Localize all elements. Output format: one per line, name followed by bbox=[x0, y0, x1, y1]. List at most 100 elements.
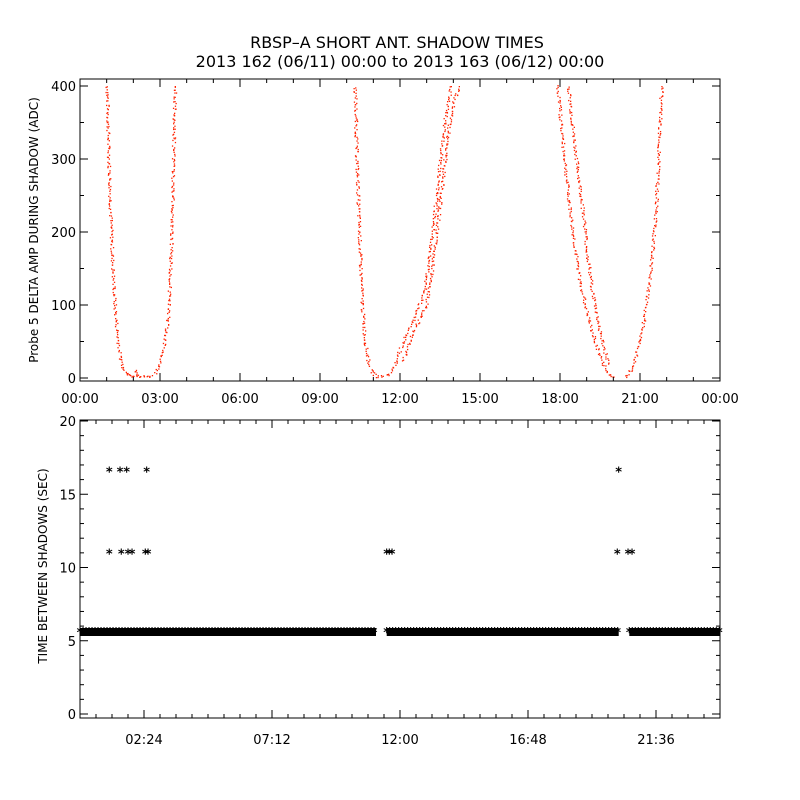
delta-amp-point bbox=[355, 104, 357, 106]
bottom-y-tick-label: 10 bbox=[59, 562, 76, 577]
delta-amp-point bbox=[361, 268, 363, 270]
shadow-interval-marker: * bbox=[145, 547, 152, 562]
shadow-interval-marker: * bbox=[106, 547, 113, 562]
delta-amp-point bbox=[117, 322, 119, 325]
delta-amp-point bbox=[116, 330, 119, 332]
delta-amp-point bbox=[364, 342, 367, 344]
delta-amp-point bbox=[159, 360, 162, 362]
delta-amp-point bbox=[439, 207, 442, 210]
delta-amp-point bbox=[662, 87, 664, 89]
delta-amp-point bbox=[579, 180, 581, 182]
delta-amp-point bbox=[109, 179, 111, 181]
delta-amp-point bbox=[424, 288, 426, 290]
delta-amp-point bbox=[440, 161, 442, 164]
delta-amp-ticks: 00:00 03:00 06:00 09:00 12:00 15:00 18:00 21:00… bbox=[51, 79, 739, 407]
delta-amp-point bbox=[171, 186, 173, 189]
baseline-marker: * bbox=[551, 626, 558, 641]
baseline-marker: * bbox=[353, 626, 360, 641]
delta-amp-point bbox=[109, 205, 111, 207]
delta-amp-point bbox=[405, 351, 408, 354]
delta-amp-point bbox=[120, 355, 122, 358]
delta-amp-point bbox=[572, 230, 574, 232]
delta-amp-point bbox=[112, 236, 114, 238]
delta-amp-point bbox=[600, 357, 602, 359]
delta-amp-point bbox=[582, 218, 585, 220]
delta-amp-point bbox=[357, 160, 359, 163]
delta-amp-point bbox=[355, 117, 357, 119]
delta-amp-point bbox=[173, 123, 175, 125]
delta-amp-point bbox=[430, 279, 432, 281]
delta-amp-point bbox=[108, 104, 110, 107]
delta-amp-point bbox=[432, 237, 434, 239]
delta-amp-point bbox=[442, 176, 444, 178]
delta-amp-point bbox=[122, 366, 125, 369]
baseline-marker: * bbox=[185, 626, 192, 641]
delta-amp-point bbox=[430, 273, 432, 275]
figure-title-line1: RBSP–A SHORT ANT. SHADOW TIMES bbox=[250, 33, 544, 52]
delta-amp-point bbox=[109, 178, 111, 180]
delta-amp-point bbox=[608, 362, 610, 364]
delta-amp-point bbox=[585, 298, 587, 300]
delta-amp-point bbox=[652, 257, 654, 259]
delta-amp-point bbox=[591, 335, 594, 337]
delta-amp-point bbox=[363, 316, 365, 318]
delta-amp-point bbox=[162, 342, 165, 345]
delta-amp-point bbox=[115, 324, 117, 326]
delta-amp-point bbox=[598, 353, 601, 355]
delta-amp-point bbox=[586, 238, 588, 241]
delta-amp-point bbox=[590, 275, 592, 278]
shadow-interval-marker: * bbox=[386, 547, 393, 562]
baseline-marker: * bbox=[98, 626, 105, 641]
baseline-marker: * bbox=[488, 626, 495, 641]
delta-amp-point bbox=[435, 232, 437, 234]
delta-amp-point bbox=[590, 282, 592, 284]
baseline-marker: * bbox=[89, 626, 96, 641]
delta-amp-point bbox=[585, 233, 587, 235]
delta-amp-point bbox=[571, 111, 573, 114]
delta-amp-point bbox=[118, 344, 121, 347]
delta-amp-point bbox=[402, 359, 405, 361]
delta-amp-point bbox=[415, 326, 418, 328]
baseline-marker: * bbox=[191, 626, 198, 641]
delta-amp-point bbox=[560, 105, 562, 107]
delta-amp-point bbox=[156, 373, 158, 375]
delta-amp-point bbox=[588, 321, 590, 323]
delta-amp-point bbox=[169, 304, 171, 306]
baseline-marker: * bbox=[302, 626, 309, 641]
baseline-marker: * bbox=[308, 626, 315, 641]
delta-amp-point bbox=[584, 228, 586, 230]
delta-amp-point bbox=[107, 97, 109, 99]
delta-amp-point bbox=[450, 123, 452, 125]
delta-amp-point bbox=[563, 160, 565, 162]
delta-amp-point bbox=[454, 98, 456, 101]
delta-amp-point bbox=[115, 318, 117, 320]
top-x-tick-label: 18:00 bbox=[541, 392, 578, 407]
baseline-marker: * bbox=[158, 626, 165, 641]
delta-amp-point bbox=[172, 204, 174, 207]
delta-amp-point bbox=[156, 369, 158, 372]
delta-amp-point bbox=[171, 262, 173, 264]
delta-amp-point bbox=[432, 264, 434, 266]
delta-amp-point bbox=[111, 217, 113, 219]
delta-amp-point bbox=[400, 351, 402, 353]
delta-amp-point bbox=[565, 168, 567, 171]
delta-amp-point bbox=[409, 343, 411, 345]
delta-amp-point bbox=[154, 372, 156, 374]
delta-amp-point bbox=[380, 375, 383, 377]
delta-amp-point bbox=[579, 282, 581, 284]
baseline-marker: * bbox=[113, 626, 120, 641]
delta-amp-point bbox=[563, 150, 566, 152]
delta-amp-point bbox=[428, 260, 430, 262]
baseline-marker: * bbox=[227, 626, 234, 641]
delta-amp-point bbox=[423, 310, 425, 312]
delta-amp-point bbox=[428, 251, 430, 253]
delta-amp-point bbox=[118, 351, 120, 353]
delta-amp-point bbox=[566, 198, 569, 200]
delta-amp-point bbox=[174, 101, 176, 103]
baseline-marker: * bbox=[575, 626, 582, 641]
baseline-marker: * bbox=[458, 626, 465, 641]
delta-amp-point bbox=[114, 314, 116, 316]
delta-amp-point bbox=[354, 109, 357, 112]
delta-amp-point bbox=[357, 165, 359, 167]
baseline-marker: * bbox=[698, 626, 705, 641]
